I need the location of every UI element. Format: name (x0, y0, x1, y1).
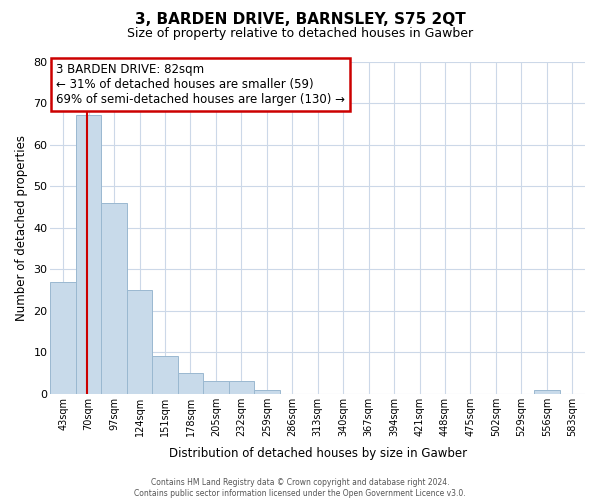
Y-axis label: Number of detached properties: Number of detached properties (15, 134, 28, 320)
Text: 3, BARDEN DRIVE, BARNSLEY, S75 2QT: 3, BARDEN DRIVE, BARNSLEY, S75 2QT (134, 12, 466, 28)
Bar (203, 382, 229, 394)
Bar (76, 116, 101, 394)
Text: 3 BARDEN DRIVE: 82sqm
← 31% of detached houses are smaller (59)
69% of semi-deta: 3 BARDEN DRIVE: 82sqm ← 31% of detached … (56, 63, 345, 106)
Text: Contains HM Land Registry data © Crown copyright and database right 2024.
Contai: Contains HM Land Registry data © Crown c… (134, 478, 466, 498)
X-axis label: Distribution of detached houses by size in Gawber: Distribution of detached houses by size … (169, 447, 467, 460)
Bar (254, 390, 280, 394)
Bar (50, 282, 76, 394)
Bar (178, 373, 203, 394)
Bar (101, 202, 127, 394)
Text: Size of property relative to detached houses in Gawber: Size of property relative to detached ho… (127, 28, 473, 40)
Bar (152, 356, 178, 394)
Bar (127, 290, 152, 394)
Bar (229, 382, 254, 394)
Bar (534, 390, 560, 394)
